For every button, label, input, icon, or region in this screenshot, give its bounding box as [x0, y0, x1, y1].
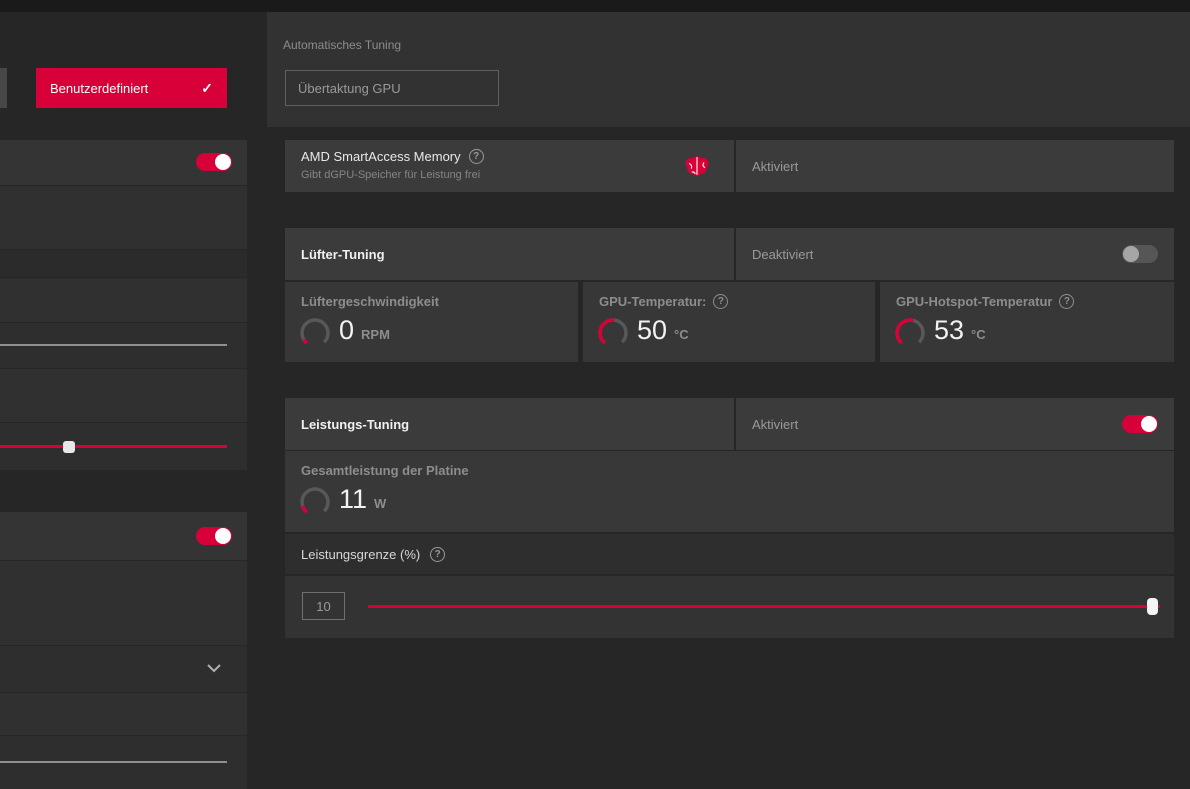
left-panel-section — [0, 423, 247, 470]
left-panel-section — [0, 369, 247, 422]
power-limit-slider-row — [285, 576, 1174, 638]
power-limit-slider-handle[interactable] — [1147, 598, 1158, 615]
left-panel-slider[interactable] — [0, 761, 227, 763]
fan-tuning-toggle[interactable] — [1122, 245, 1158, 263]
power-tuning-header: Leistungs-Tuning — [285, 398, 734, 450]
left-panel-toggle[interactable] — [196, 527, 232, 545]
power-limit-slider-track[interactable] — [368, 605, 1160, 608]
left-panel-section — [0, 736, 247, 789]
fan-tuning-status-cell: Deaktiviert — [736, 228, 1174, 280]
toggle-knob — [215, 154, 231, 170]
board-power-value: 11 — [339, 484, 368, 514]
left-panel-section — [0, 186, 247, 249]
gpu-hotspot-value: 53 — [934, 315, 965, 345]
smart-access-status: Aktiviert — [752, 158, 799, 174]
smart-access-status-cell: Aktiviert — [736, 140, 1174, 192]
power-tuning-toggle[interactable] — [1122, 415, 1158, 433]
gpu-hotspot-gauge — [895, 318, 925, 348]
gpu-temp-value: 50 — [637, 315, 668, 345]
power-limit-row: Leistungsgrenze (%) ? — [285, 534, 1174, 574]
gpu-temp-label: GPU-Temperatur: — [599, 294, 707, 309]
help-icon[interactable]: ? — [430, 546, 446, 562]
left-panel-section — [0, 512, 247, 560]
gpu-temp-gauge — [598, 318, 628, 348]
left-panel-section — [0, 250, 247, 277]
left-panel-section — [0, 140, 247, 185]
toggle-knob — [1141, 416, 1157, 432]
check-icon: ✓ — [201, 79, 213, 96]
fan-speed-gauge-panel: Lüftergeschwindigkeit 0 RPM — [285, 282, 578, 362]
board-power-unit: W — [374, 496, 387, 511]
smart-access-subtitle: Gibt dGPU-Speicher für Leistung frei — [301, 169, 481, 181]
fan-tuning-title: Lüfter-Tuning — [301, 246, 385, 262]
auto-tuning-panel: Automatisches Tuning Übertaktung GPU — [267, 12, 1190, 127]
toggle-knob — [1123, 246, 1139, 262]
auto-tuning-label: Automatisches Tuning — [283, 38, 402, 52]
smart-access-card: AMD SmartAccess Memory ? Gibt dGPU-Speic… — [285, 140, 734, 192]
left-panel-slider[interactable] — [0, 445, 227, 448]
left-panel-section — [0, 646, 247, 692]
preset-button-benutzerdefiniert[interactable]: Benutzerdefiniert ✓ — [36, 68, 227, 108]
gpu-hotspot-label: GPU-Hotspot-Temperatur — [896, 294, 1053, 309]
board-power-panel: Gesamtleistung der Platine 11 W — [285, 451, 1174, 532]
brain-icon — [685, 156, 709, 176]
help-icon[interactable]: ? — [1059, 294, 1075, 309]
power-tuning-title: Leistungs-Tuning — [301, 416, 410, 432]
left-panel-section — [0, 561, 247, 645]
fan-speed-value: 0 — [339, 315, 355, 345]
fan-tuning-status: Deaktiviert — [752, 246, 814, 262]
help-icon[interactable]: ? — [468, 149, 484, 164]
gpu-hotspot-unit: °C — [971, 327, 986, 342]
gpu-temp-gauge-panel: GPU-Temperatur: ? 50 °C — [583, 282, 875, 362]
power-tuning-status: Aktiviert — [752, 416, 799, 432]
fan-speed-unit: RPM — [361, 327, 390, 342]
board-power-gauge — [300, 487, 330, 517]
window-top-strip — [0, 0, 1190, 12]
preset-button-label: Benutzerdefiniert — [50, 80, 149, 96]
slider-handle[interactable] — [63, 441, 75, 453]
gpu-temp-unit: °C — [674, 327, 689, 342]
toggle-knob — [215, 528, 231, 544]
preset-button-partial[interactable] — [0, 68, 7, 108]
gpu-overclock-button[interactable]: Übertaktung GPU — [285, 70, 499, 106]
left-panel-section — [0, 323, 247, 368]
fan-speed-gauge — [300, 318, 330, 348]
left-panel-toggle[interactable] — [196, 153, 232, 171]
left-panel-slider[interactable] — [0, 344, 227, 346]
fan-tuning-header: Lüfter-Tuning — [285, 228, 734, 280]
help-icon[interactable]: ? — [713, 294, 729, 309]
left-panel-section — [0, 278, 247, 322]
power-limit-input[interactable] — [302, 592, 345, 620]
chevron-down-icon[interactable] — [206, 663, 222, 673]
fan-speed-label: Lüftergeschwindigkeit — [301, 294, 439, 309]
power-tuning-status-cell: Aktiviert — [736, 398, 1174, 450]
smart-access-title: AMD SmartAccess Memory — [301, 149, 461, 164]
gpu-hotspot-gauge-panel: GPU-Hotspot-Temperatur ? 53 °C — [880, 282, 1174, 362]
board-power-label: Gesamtleistung der Platine — [301, 463, 469, 478]
power-limit-label: Leistungsgrenze (%) — [301, 546, 421, 562]
left-panel-section — [0, 693, 247, 735]
